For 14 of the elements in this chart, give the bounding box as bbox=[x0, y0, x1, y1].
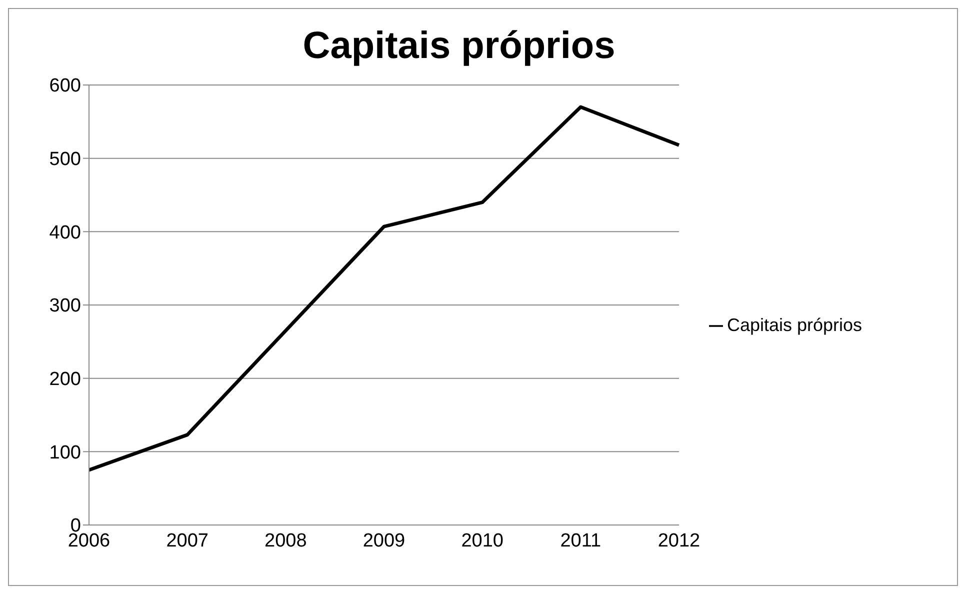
x-tick-label: 2011 bbox=[560, 530, 602, 552]
y-tick-label: 600 bbox=[49, 76, 81, 97]
x-tick-label: 2007 bbox=[166, 530, 208, 552]
chart-title: Capitais próprios bbox=[302, 24, 616, 69]
legend-label: Capitais próprios bbox=[727, 314, 862, 334]
y-tick-label: 200 bbox=[49, 369, 81, 390]
x-tick-label: 2010 bbox=[461, 530, 504, 552]
y-tick-label: 100 bbox=[49, 442, 81, 464]
y-tick-label: 500 bbox=[49, 149, 81, 170]
x-tick-label: 2009 bbox=[362, 530, 406, 552]
x-tick-label: 2012 bbox=[658, 530, 700, 552]
y-tick-label: 400 bbox=[49, 222, 81, 244]
y-tick-label: 300 bbox=[49, 296, 81, 317]
x-tick-label: 2008 bbox=[264, 530, 307, 552]
